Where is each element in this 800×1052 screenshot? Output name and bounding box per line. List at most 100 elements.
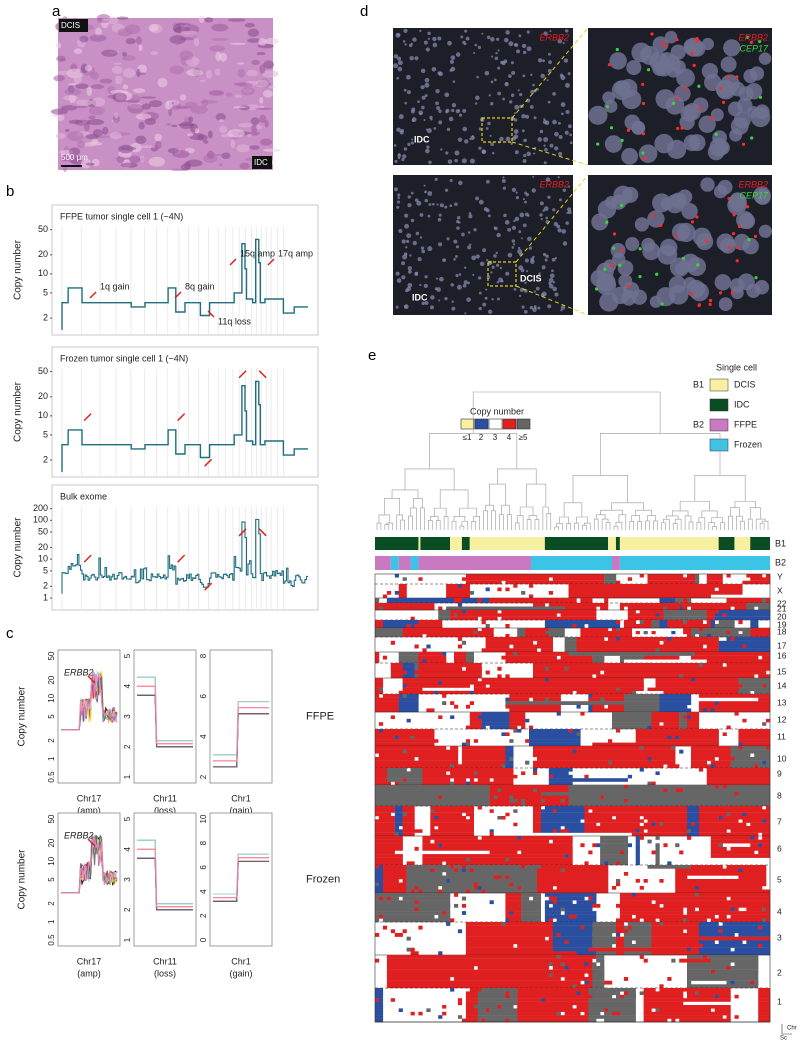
dendrogram-link [384, 498, 400, 515]
x-label: Chr1 [231, 793, 251, 803]
tissue-texture [238, 122, 253, 128]
heatmap-cell [454, 865, 463, 869]
chromosome-label: 17 [777, 640, 787, 650]
heatmap-cell [382, 914, 435, 919]
heatmap-cell [505, 812, 510, 817]
nucleus [458, 273, 462, 276]
heatmap-cell [505, 659, 593, 664]
nucleus [519, 92, 523, 97]
heatmap-cell [623, 704, 660, 709]
nucleus [444, 205, 448, 209]
nucleus [513, 129, 519, 134]
probe-signal [754, 276, 758, 280]
heatmap-cell [477, 994, 506, 999]
nucleus [469, 243, 472, 246]
legend-swatch [460, 418, 475, 430]
legend-swatch [709, 438, 729, 452]
heatmap-cell [386, 955, 557, 959]
heatmap-cell [698, 929, 719, 934]
heatmap-cell [675, 872, 767, 876]
nucleus [559, 73, 564, 77]
chromosome-label: 10 [777, 753, 787, 763]
heatmap-cell [394, 812, 403, 817]
tissue-texture [219, 125, 228, 134]
heatmap-cell [465, 652, 474, 656]
heatmap-cell [375, 875, 384, 880]
annotation-arrow [89, 291, 97, 299]
dendrogram-link [734, 500, 756, 508]
heatmap-cell [378, 896, 384, 901]
probe-signal [646, 68, 651, 72]
y-tick-label: 20 [38, 391, 48, 401]
heatmap-cell [529, 739, 581, 743]
heatmap-cell [465, 865, 522, 869]
heatmap-cell [398, 832, 403, 837]
heatmap-cell [564, 637, 577, 641]
annotation: 15q amp [240, 248, 275, 258]
heatmap-cell [505, 896, 522, 901]
heatmap-cell [647, 725, 652, 730]
heatmap-cell [386, 962, 550, 967]
nucleus [532, 307, 537, 313]
annotation-bar [531, 556, 612, 570]
nucleus [692, 97, 709, 114]
heatmap-cell [485, 637, 553, 641]
heatmap-cell [698, 663, 704, 667]
y-tick-label: 6 [199, 865, 208, 870]
panel-letter: c [6, 625, 14, 642]
nucleus [496, 280, 500, 284]
y-tick-label: 10 [38, 410, 48, 420]
nucleus [475, 196, 479, 201]
heatmap-cell [386, 958, 593, 963]
heatmap-cell [560, 829, 569, 833]
heatmap-cell [623, 951, 652, 956]
heatmap-cell [698, 819, 739, 823]
heatmap-cell [691, 631, 727, 635]
tissue-texture [96, 131, 105, 135]
heatmap-cell [734, 792, 739, 796]
tissue-texture [95, 135, 110, 139]
nucleus [407, 142, 411, 147]
heatmap-cell [651, 757, 676, 761]
y-tick-label: 6 [199, 694, 208, 699]
nucleus [487, 121, 491, 126]
heatmap-cell [540, 812, 585, 817]
tissue-texture [236, 144, 250, 153]
heatmap-cell [517, 628, 526, 632]
heatmap-cell [754, 764, 759, 769]
nucleus [421, 301, 425, 306]
heatmap-cell [548, 771, 569, 775]
heatmap-cell [651, 925, 700, 930]
nucleus [558, 151, 563, 157]
heatmap-cell [414, 735, 435, 740]
heatmap-cell [651, 940, 700, 945]
nucleus [514, 118, 518, 122]
heatmap-cell [375, 994, 384, 999]
heatmap-cell [651, 620, 660, 625]
heatmap-cell [623, 925, 629, 930]
heatmap-cell [710, 918, 763, 923]
dendrogram-link [666, 515, 679, 520]
nucleus [543, 161, 547, 165]
heatmap-cell [489, 788, 498, 793]
heatmap-cell [667, 620, 684, 625]
heatmap-cell [430, 832, 474, 837]
y-tick-label: 100 [33, 515, 48, 525]
heatmap-cell [750, 822, 771, 827]
nucleus [528, 246, 533, 250]
heatmap-cell [544, 620, 617, 625]
red-arrow [177, 413, 186, 422]
heatmap-cell [533, 826, 542, 830]
chromosome-label: 3 [777, 932, 782, 942]
heatmap-cell [698, 832, 759, 837]
heatmap-cell [762, 598, 767, 604]
heatmap-cell [698, 907, 731, 912]
heatmap-cell [477, 598, 482, 604]
nucleus [474, 43, 478, 47]
plot-frame [51, 484, 319, 611]
chromosome-label: 7 [777, 816, 782, 826]
nucleus [530, 89, 535, 94]
heatmap-cell [540, 865, 609, 869]
heatmap-cell [552, 947, 589, 952]
nucleus [522, 159, 527, 163]
